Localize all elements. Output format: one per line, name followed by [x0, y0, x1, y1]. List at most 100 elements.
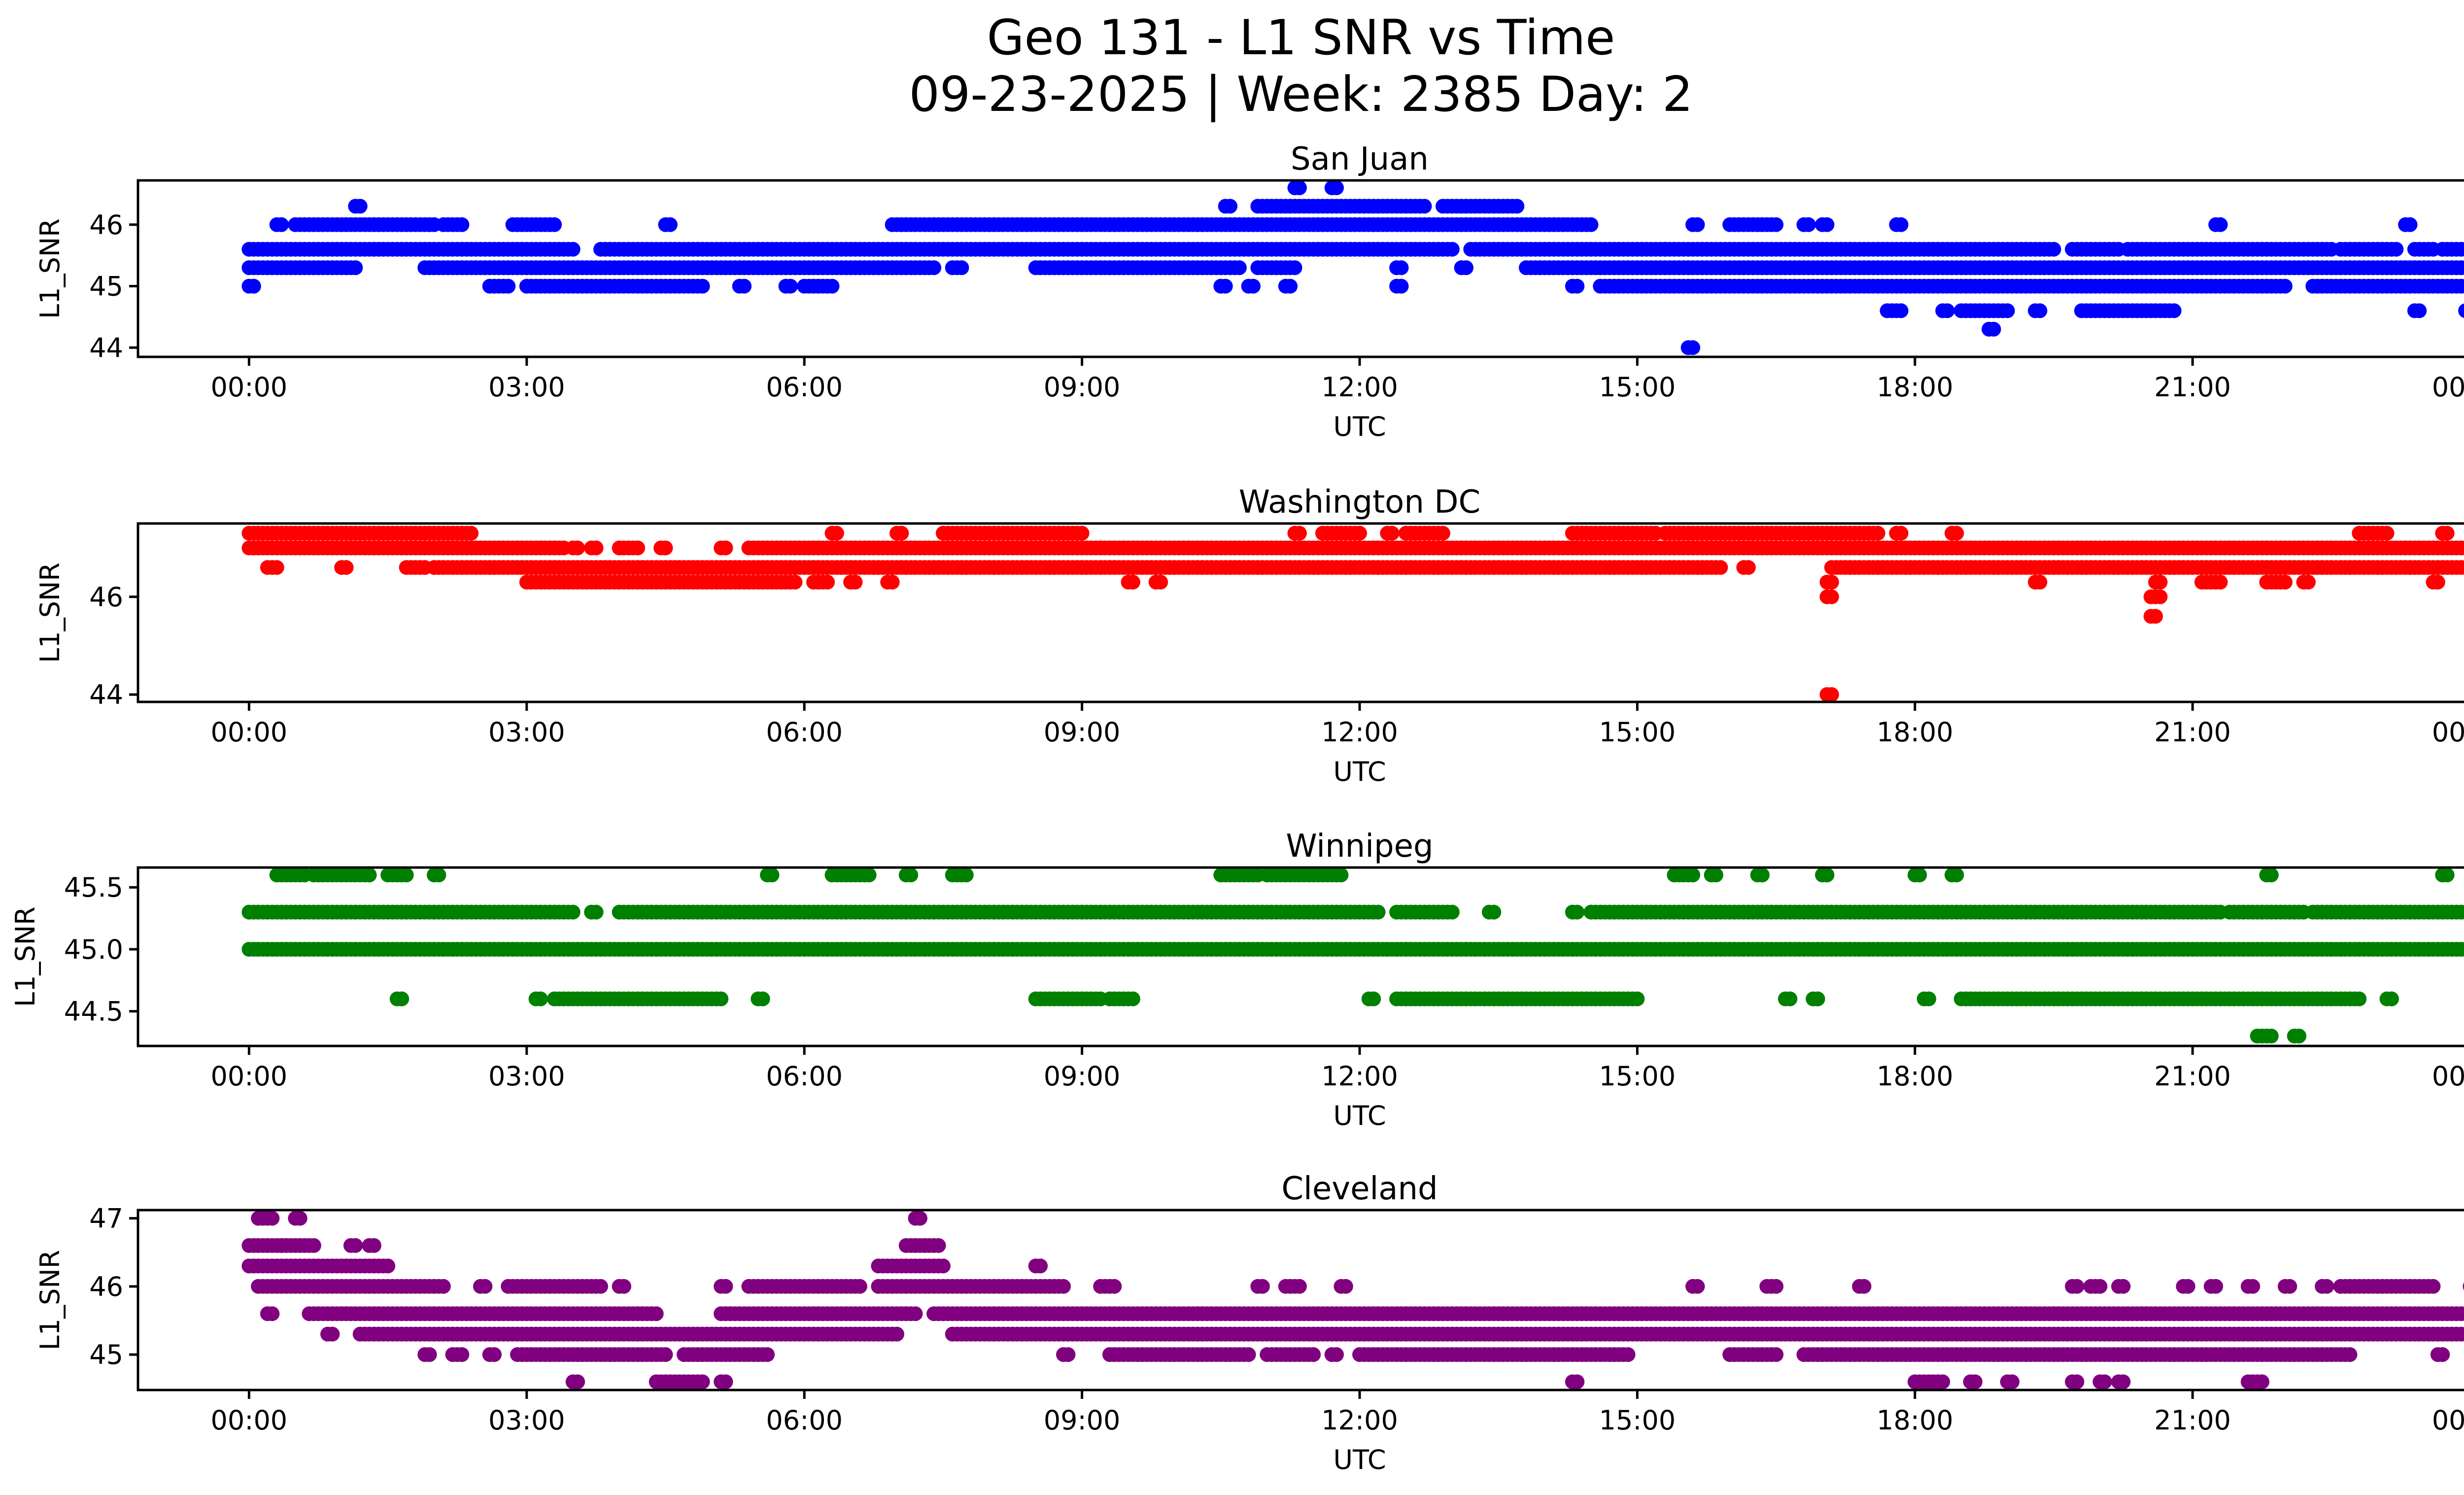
data-point — [292, 1211, 308, 1226]
data-point — [394, 991, 410, 1007]
data-point — [2213, 217, 2228, 232]
y-tick-label: 45.5 — [64, 872, 123, 903]
data-point — [1394, 260, 1409, 276]
x-tick-label: 03:00 — [488, 717, 565, 748]
data-point — [2463, 263, 2464, 272]
data-point — [894, 525, 909, 541]
x-tick-label: 00:00 — [2432, 717, 2464, 748]
data-point — [2458, 278, 2464, 294]
data-point — [829, 525, 844, 541]
data-point — [2458, 260, 2464, 275]
y-axis-label: L1_SNR — [34, 1250, 66, 1351]
data-point — [362, 868, 377, 883]
data-point — [1292, 180, 1307, 195]
data-point — [1218, 278, 1233, 294]
data-point — [1384, 525, 1400, 541]
data-point — [2458, 942, 2464, 957]
subplot-title: Cleveland — [1281, 1171, 1437, 1207]
data-point — [861, 868, 877, 883]
data-point — [1107, 1279, 1122, 1294]
data-point — [2278, 575, 2293, 590]
data-point — [1769, 1279, 1784, 1294]
subplot-title: Washington DC — [1239, 484, 1480, 521]
data-point — [2000, 303, 2015, 318]
data-point — [269, 560, 284, 575]
subplot-title: Winnipeg — [1286, 828, 1433, 865]
data-point — [1459, 260, 1473, 276]
data-point — [2278, 278, 2293, 294]
scatter-marks — [241, 525, 2464, 702]
data-point — [565, 904, 581, 920]
data-point — [533, 991, 548, 1007]
data-point — [764, 868, 780, 883]
data-point — [2426, 1279, 2441, 1294]
data-point — [1782, 991, 1798, 1007]
data-point — [431, 868, 446, 883]
data-point — [2389, 242, 2404, 257]
data-point — [274, 217, 289, 232]
data-point — [912, 1211, 927, 1226]
data-point — [1153, 575, 1168, 590]
data-point — [325, 1326, 340, 1342]
x-tick-label: 00:00 — [211, 1061, 288, 1092]
data-point — [2069, 1279, 2085, 1294]
x-tick-label: 15:00 — [1599, 372, 1676, 403]
data-point — [718, 1279, 733, 1294]
data-point — [2148, 609, 2163, 624]
x-tick-label: 00:00 — [211, 372, 288, 403]
data-point — [630, 540, 646, 556]
data-point — [958, 868, 974, 883]
data-point — [2458, 560, 2464, 575]
axes-frame — [137, 522, 2464, 703]
y-axis-label: L1_SNR — [10, 906, 41, 1007]
data-point — [1292, 1279, 1307, 1294]
data-point — [820, 575, 835, 590]
subplot-washington-dc: Washington DC UTC L1_SNR 00:00 03:00 06:00… — [34, 484, 2464, 787]
data-point — [1352, 525, 1367, 541]
x-axis-label: UTC — [1333, 1444, 1386, 1475]
data-point — [1870, 525, 1885, 541]
data-point — [1125, 991, 1140, 1007]
data-point — [593, 1279, 608, 1294]
data-point — [2116, 1279, 2131, 1294]
x-tick-label: 21:00 — [2154, 372, 2231, 403]
data-point — [570, 540, 585, 556]
data-point — [1713, 560, 1728, 575]
data-point — [1893, 303, 1909, 318]
data-point — [1283, 278, 1298, 294]
data-point — [2092, 1279, 2108, 1294]
data-point — [737, 278, 752, 294]
data-point — [2379, 525, 2395, 541]
data-point — [2463, 908, 2464, 916]
x-tick-label: 09:00 — [1044, 372, 1121, 403]
data-point — [1417, 199, 1432, 214]
data-point — [2463, 1310, 2464, 1318]
data-point — [1921, 991, 1936, 1007]
x-tick-label: 12:00 — [1321, 717, 1398, 748]
data-point — [2402, 217, 2418, 232]
data-point — [1690, 217, 1705, 232]
x-tick-label: 00:00 — [2432, 1061, 2464, 1092]
data-point — [1709, 868, 1723, 883]
x-tick-label: 21:00 — [2154, 1061, 2231, 1092]
data-point — [2458, 303, 2464, 318]
data-point — [501, 278, 516, 294]
data-point — [1246, 278, 1261, 294]
data-point — [2263, 1028, 2279, 1043]
data-point — [662, 217, 678, 232]
data-point — [1292, 525, 1307, 541]
data-point — [380, 1258, 396, 1274]
subplot-san-juan: San Juan UTC L1_SNR 00:00 03:00 06:00 09:00… — [34, 141, 2464, 442]
data-point — [903, 868, 919, 883]
y-tick-label: 45 — [89, 271, 123, 302]
data-point — [588, 540, 604, 556]
x-tick-label: 12:00 — [1321, 1061, 1398, 1092]
data-point — [931, 1238, 946, 1253]
data-point — [2352, 991, 2367, 1007]
x-tick-label: 18:00 — [1877, 717, 1953, 748]
data-point — [565, 242, 581, 257]
x-tick-label: 15:00 — [1599, 717, 1676, 748]
data-point — [787, 575, 803, 590]
data-point — [2463, 307, 2464, 315]
data-point — [265, 1306, 280, 1321]
